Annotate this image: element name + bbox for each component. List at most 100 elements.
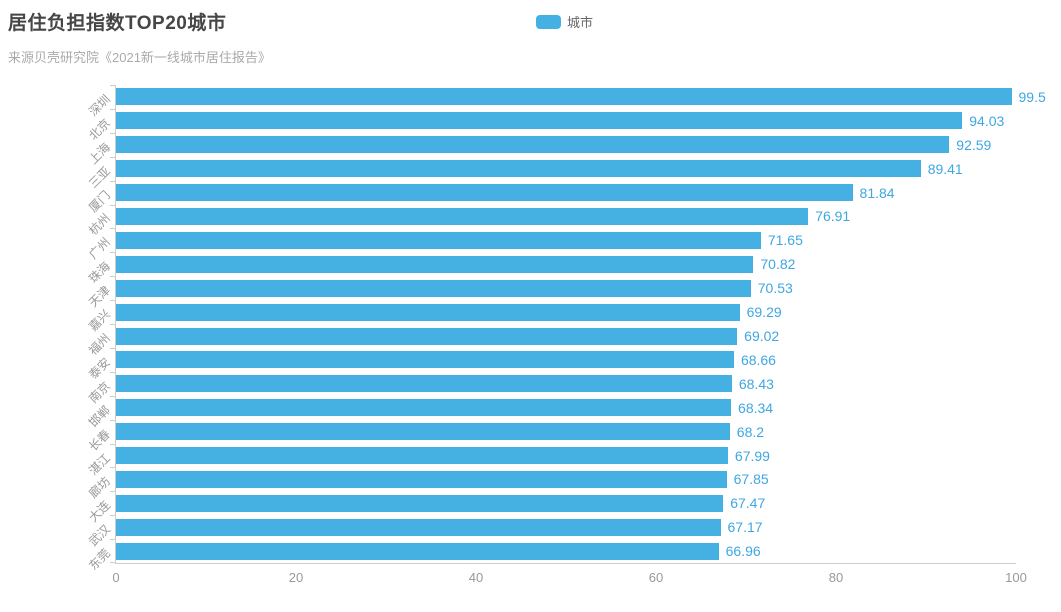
y-axis-tick [110, 252, 115, 254]
value-label: 68.34 [738, 399, 774, 416]
value-label: 99.5 [1018, 88, 1046, 105]
legend-label: 城市 [567, 15, 594, 30]
category-label: 东莞 [86, 546, 113, 574]
bar-row: 东莞 66.96 [86, 539, 1016, 573]
category-label: 湛江 [86, 450, 113, 478]
bar[interactable] [116, 231, 761, 249]
bar[interactable] [116, 184, 853, 202]
bar-row: 上海 92.59 [86, 133, 1016, 167]
bar-row: 天津 70.53 [86, 276, 1016, 310]
bar[interactable] [116, 423, 730, 441]
y-axis-tick [110, 371, 115, 373]
x-axis-tick-label: 60 [648, 570, 664, 585]
y-axis-tick [110, 419, 115, 421]
legend-item-cities[interactable]: 城市 [536, 12, 593, 31]
category-label: 泰安 [86, 354, 113, 382]
bar[interactable] [116, 351, 734, 369]
value-label: 71.65 [767, 232, 803, 249]
value-label: 68.2 [736, 423, 765, 440]
y-axis-tick [110, 204, 115, 206]
bar[interactable] [116, 112, 963, 130]
bar-row: 嘉兴 69.29 [86, 300, 1016, 334]
category-label: 杭州 [86, 211, 113, 239]
x-axis-tick-label: 0 [112, 570, 120, 585]
bar[interactable] [116, 542, 719, 560]
y-axis-tick [110, 300, 115, 302]
bar[interactable] [116, 160, 921, 178]
y-axis-tick [110, 108, 115, 110]
y-axis-tick [110, 467, 115, 469]
category-label: 厦门 [86, 187, 113, 215]
category-label: 天津 [86, 283, 113, 311]
value-label: 92.59 [956, 136, 992, 153]
value-label: 69.02 [744, 328, 780, 345]
bar[interactable] [116, 399, 732, 417]
bar[interactable] [116, 88, 1012, 106]
value-label: 67.99 [734, 447, 770, 464]
category-label: 北京 [86, 115, 113, 143]
bar-row: 邯郸 68.34 [86, 396, 1016, 430]
category-label: 大连 [86, 498, 113, 526]
x-axis-tick-label: 100 [1005, 570, 1027, 585]
y-axis-tick [110, 515, 115, 517]
value-label: 81.84 [859, 184, 895, 201]
bar-row: 大连 67.47 [86, 491, 1016, 525]
value-label: 67.47 [730, 495, 766, 512]
bar[interactable] [116, 375, 732, 393]
value-label: 94.03 [969, 112, 1005, 129]
category-label: 福州 [86, 331, 113, 358]
category-label: 三亚 [86, 163, 113, 191]
bar-rows: 深圳 99.5 北京 94.03 上海 92.59 三亚 89.41 厦门 81… [86, 85, 1046, 573]
category-label: 广州 [86, 235, 113, 263]
category-label: 邯郸 [86, 402, 113, 430]
bar-row: 泰安 68.66 [86, 348, 1016, 382]
x-axis-tick-label: 80 [828, 570, 844, 585]
value-label: 76.91 [815, 208, 851, 225]
bar[interactable] [116, 447, 728, 465]
bar[interactable] [116, 494, 724, 512]
x-axis-tick-label: 20 [288, 570, 304, 585]
bar[interactable] [116, 470, 727, 488]
bar-row: 三亚 89.41 [86, 157, 1016, 191]
value-label: 68.66 [740, 351, 776, 368]
y-axis-tick [110, 324, 115, 325]
category-label: 武汉 [86, 522, 113, 550]
bar[interactable] [116, 327, 738, 345]
bar-row: 深圳 99.5 [86, 85, 1046, 119]
value-label: 70.53 [757, 280, 793, 297]
value-label: 68.43 [738, 375, 774, 392]
bar[interactable] [116, 255, 754, 273]
y-axis-tick [110, 443, 115, 445]
chart-title: 居住负担指数TOP20城市 [8, 13, 227, 34]
bar-row: 北京 94.03 [86, 109, 1016, 143]
x-axis: 0 20 40 60 80 100 [112, 563, 1026, 589]
y-axis-tick [110, 276, 115, 278]
y-axis-tick [110, 562, 115, 563]
x-axis-tick-label: 40 [468, 570, 484, 585]
y-axis-tick [110, 156, 115, 158]
value-label: 70.82 [760, 256, 796, 273]
bar-row: 福州 69.02 [86, 324, 1016, 358]
bar[interactable] [116, 136, 950, 154]
bar[interactable] [116, 279, 751, 297]
bar[interactable] [116, 518, 721, 536]
category-label: 上海 [86, 139, 113, 167]
category-label: 珠海 [86, 259, 113, 287]
legend-marker-icon [536, 14, 561, 29]
y-axis-tick [110, 395, 115, 397]
bar-row: 广州 71.65 [86, 228, 1016, 262]
chart-subtitle: 来源贝壳研究院《2021新一线城市居住报告》 [8, 50, 271, 65]
value-label: 89.41 [927, 160, 963, 177]
value-label: 67.85 [733, 471, 769, 488]
bar-row: 厦门 81.84 [86, 181, 1016, 215]
category-label: 南京 [86, 378, 113, 406]
bar-row: 武汉 67.17 [86, 515, 1016, 549]
plot-area: 深圳 99.5 北京 94.03 上海 92.59 三亚 89.41 厦门 81… [86, 85, 1046, 585]
bar[interactable] [116, 207, 809, 225]
category-label: 长春 [86, 426, 113, 454]
y-axis-tick [110, 180, 115, 182]
y-axis-tick [110, 85, 115, 86]
category-label: 深圳 [86, 92, 113, 119]
bar-row: 廊坊 67.85 [86, 468, 1016, 501]
bar[interactable] [116, 303, 740, 321]
